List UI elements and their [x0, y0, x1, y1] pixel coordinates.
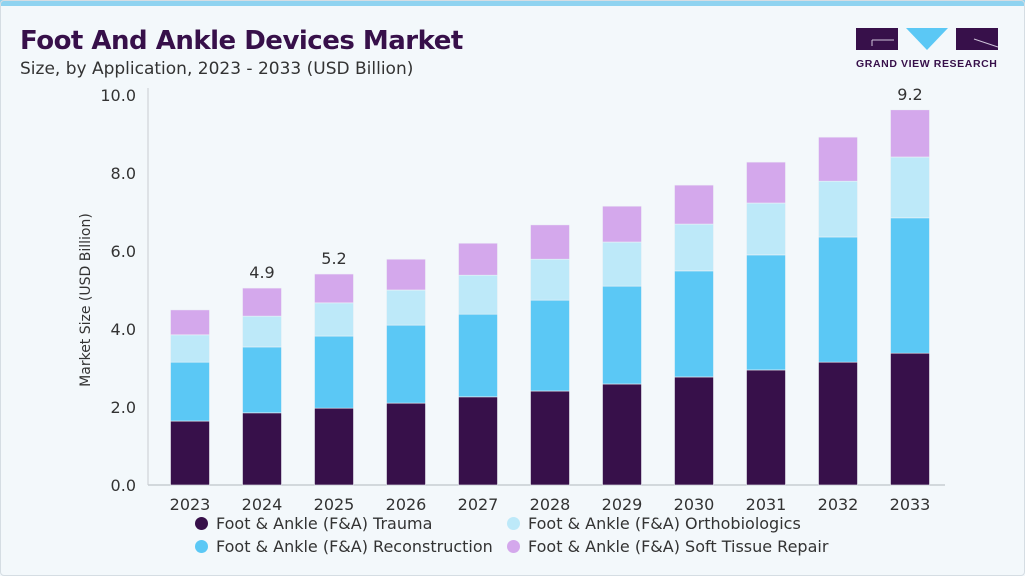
- bar-segment: [602, 205, 642, 243]
- bar-segment: [818, 361, 858, 486]
- bar-segment: [530, 299, 570, 392]
- bar-segment: [530, 258, 570, 301]
- bar-segment: [170, 334, 210, 363]
- bar-segment: [890, 156, 930, 219]
- bar-segment: [170, 361, 210, 422]
- bar-segment: [818, 236, 858, 363]
- bar-segment: [458, 396, 498, 486]
- x-tick-label: 2025: [314, 495, 355, 514]
- bar-segment: [818, 180, 858, 238]
- bar-segment: [746, 369, 786, 486]
- legend-swatch: [507, 540, 520, 553]
- top-accent-bar: [0, 0, 1025, 6]
- bar-segment: [458, 242, 498, 276]
- bar-segment: [674, 376, 714, 486]
- legend-item-trauma: Foot & Ankle (F&A) Trauma: [195, 514, 432, 533]
- bar-segment: [242, 315, 282, 348]
- legend-label: Foot & Ankle (F&A) Soft Tissue Repair: [528, 537, 829, 556]
- legend-item-orthobiologics: Foot & Ankle (F&A) Orthobiologics: [507, 514, 801, 533]
- bar-segment: [170, 309, 210, 336]
- chart-subtitle: Size, by Application, 2023 - 2033 (USD B…: [20, 59, 414, 79]
- bar-segment: [746, 254, 786, 371]
- legend-swatch: [507, 517, 520, 530]
- y-tick-label: 0.0: [111, 476, 136, 495]
- x-tick-label: 2026: [386, 495, 427, 514]
- x-tick-label: 2030: [674, 495, 715, 514]
- bar-segment: [890, 217, 930, 354]
- bar-segment: [602, 241, 642, 287]
- x-tick-label: 2024: [242, 495, 283, 514]
- bar-segment: [242, 287, 282, 317]
- legend-item-soft-tissue-repair: Foot & Ankle (F&A) Soft Tissue Repair: [507, 537, 828, 556]
- bar-segment: [314, 335, 354, 409]
- bar-segment: [602, 383, 642, 486]
- bar-segment: [314, 302, 354, 337]
- bar-segment: [458, 313, 498, 398]
- x-tick-label: 2031: [746, 495, 787, 514]
- legend-label: Foot & Ankle (F&A) Reconstruction: [216, 537, 493, 556]
- bar-segment: [242, 412, 282, 486]
- x-tick-label: 2023: [170, 495, 211, 514]
- bar-segment: [530, 224, 570, 260]
- bar-segment: [386, 324, 426, 404]
- bar-segment: [458, 274, 498, 315]
- y-tick-label: 8.0: [111, 164, 136, 183]
- y-tick-label: 2.0: [111, 398, 136, 417]
- legend-swatch: [195, 517, 208, 530]
- y-axis-label: Market Size (USD Billion): [78, 213, 94, 387]
- data-label: 5.2: [321, 249, 346, 268]
- x-tick-label: 2032: [818, 495, 859, 514]
- y-tick-label: 6.0: [111, 242, 136, 261]
- x-tick-label: 2027: [458, 495, 499, 514]
- bar-segment: [386, 289, 426, 326]
- x-tick-label: 2028: [530, 495, 571, 514]
- y-tick-label: 10.0: [100, 86, 136, 105]
- legend-label: Foot & Ankle (F&A) Orthobiologics: [528, 514, 801, 533]
- bar-segment: [386, 258, 426, 291]
- bar-segment: [674, 184, 714, 225]
- bar-segment: [170, 420, 210, 486]
- bar-segment: [818, 136, 858, 182]
- x-tick-label: 2033: [890, 495, 931, 514]
- y-tick-label: 4.0: [111, 320, 136, 339]
- bar-segment: [890, 109, 930, 158]
- legend-item-reconstruction: Foot & Ankle (F&A) Reconstruction: [195, 537, 493, 556]
- data-label: 4.9: [249, 263, 274, 282]
- data-label: 9.2: [897, 85, 922, 104]
- bar-segment: [314, 407, 354, 486]
- x-tick-label: 2029: [602, 495, 643, 514]
- bar-segment: [386, 402, 426, 486]
- bar-segment: [602, 285, 642, 385]
- bar-segment: [746, 202, 786, 256]
- gvr-logo: [856, 28, 998, 50]
- logo-text: GRAND VIEW RESEARCH: [856, 58, 998, 70]
- legend-swatch: [195, 540, 208, 553]
- bar-segment: [674, 270, 714, 378]
- bar-segment: [314, 273, 354, 304]
- bar-segment: [746, 161, 786, 204]
- chart-title: Foot And Ankle Devices Market: [20, 26, 463, 56]
- bar-segment: [530, 390, 570, 486]
- bar-segment: [890, 352, 930, 486]
- bar-segment: [242, 346, 282, 414]
- bar-segment: [674, 223, 714, 272]
- legend-label: Foot & Ankle (F&A) Trauma: [216, 514, 433, 533]
